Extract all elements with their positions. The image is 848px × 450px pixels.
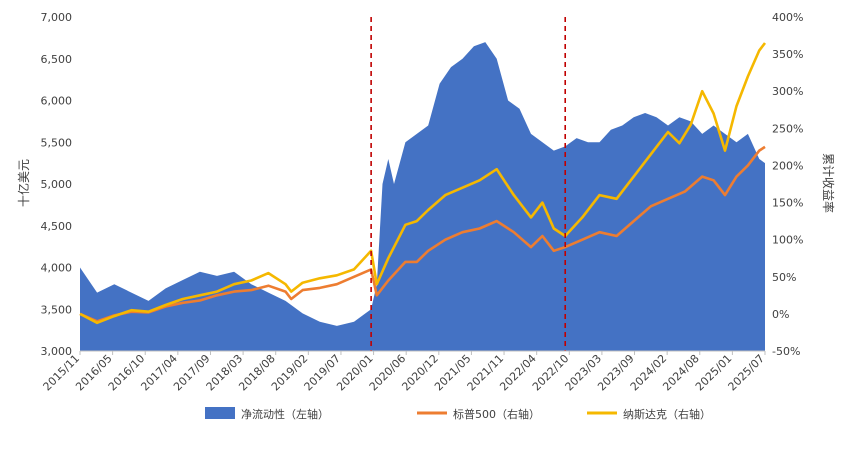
event-vlines-layer	[370, 17, 567, 351]
y-left-tick-label: 7,000	[41, 11, 73, 24]
index-lines-layer	[79, 42, 767, 325]
y-left-tick-label: 6,000	[41, 95, 73, 108]
series-2-line	[79, 42, 767, 325]
y-right-tick-label: 200%	[772, 159, 803, 172]
y-left-tick-label: 5,000	[41, 178, 73, 191]
y-right-tick-label: 300%	[772, 85, 803, 98]
y-right-tick-label: 50%	[772, 271, 796, 284]
y-right-axis-title: 累计收益率	[821, 153, 836, 213]
legend-label-0: 净流动性（左轴）	[241, 407, 329, 421]
y-right-tick-label: 100%	[772, 234, 803, 247]
y-right-tick-label: -50%	[772, 345, 800, 358]
y-left-tick-label: 4,500	[41, 220, 73, 233]
legend-swatch-0	[205, 407, 235, 419]
y-left-axis-title: 十亿美元	[16, 159, 31, 207]
legend: 净流动性（左轴） 标普500（右轴） 纳斯达克（右轴）	[205, 407, 711, 421]
series-1-line	[79, 145, 766, 323]
y-left-tick-label: 6,500	[41, 53, 73, 66]
x-tick-label: 2025/07	[726, 352, 768, 394]
y-left-tick-label: 5,500	[41, 136, 73, 149]
y-right-tick-label: 150%	[772, 197, 803, 210]
legend-label-2: 纳斯达克（右轴）	[623, 407, 711, 421]
y-left-tick-label: 3,500	[41, 303, 73, 316]
series-0-area	[80, 42, 765, 351]
y-right-tick-label: 250%	[772, 122, 803, 135]
legend-label-1: 标普500（右轴）	[453, 407, 540, 421]
y-left-tick-label: 3,000	[41, 345, 73, 358]
net-liquidity-area-layer	[80, 42, 765, 351]
y-left-tick-label: 4,000	[41, 262, 73, 275]
y-right-tick-label: 400%	[772, 11, 803, 24]
y-right-tick-label: 0%	[772, 308, 789, 321]
y-right-tick-label: 350%	[772, 48, 803, 61]
